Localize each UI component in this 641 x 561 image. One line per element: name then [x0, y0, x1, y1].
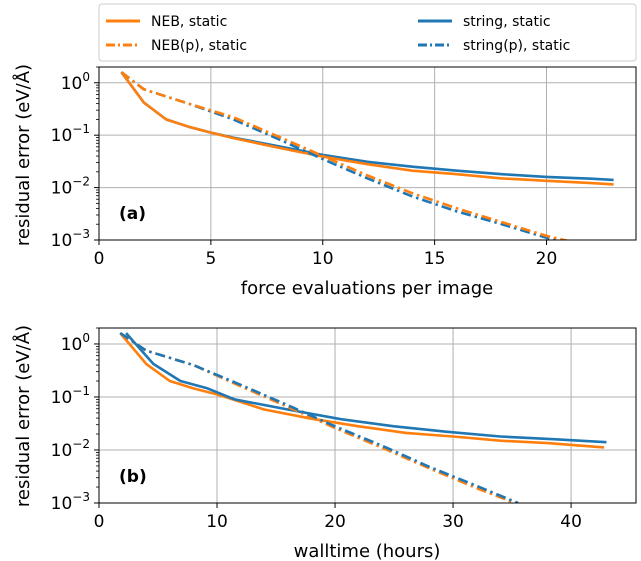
- x-tick-label: 5: [205, 249, 216, 269]
- series-line-neb-static: [119, 332, 605, 449]
- series-line-string-static: [125, 332, 607, 444]
- y-tick-label: 100: [61, 331, 90, 355]
- panel-a-label: (a): [119, 204, 146, 224]
- x-tick-label: 10: [206, 512, 228, 532]
- panel-a-x-axis-label: force evaluations per image: [241, 278, 494, 299]
- x-tick-label: 0: [94, 249, 105, 269]
- panel-b-grid: [98, 328, 636, 504]
- panel-b-series: [119, 332, 607, 503]
- panel-a-y-axis-label: residual error (eV/Å): [12, 64, 34, 246]
- legend: NEB, static NEB(p), static string, stati…: [98, 3, 637, 62]
- series-line-string-p-static: [119, 332, 519, 503]
- panel-a-grid: [98, 67, 636, 241]
- y-tick-label: 10−1: [51, 122, 90, 146]
- legend-label-neb-static: NEB, static: [151, 14, 227, 30]
- panel-b-label: (b): [119, 467, 147, 487]
- x-tick-label: 10: [312, 249, 334, 269]
- panel-a-x-ticks: 0 5 10 15 20: [94, 240, 558, 269]
- legend-label-string-static: string, static: [463, 14, 551, 30]
- legend-entry-neb-p-static: NEB(p), static: [106, 38, 247, 54]
- y-tick-label: 10−2: [51, 437, 90, 461]
- panel-b-x-axis-label: walltime (hours): [294, 541, 441, 561]
- series-line-neb-p-static: [120, 71, 570, 240]
- x-tick-label: 40: [560, 512, 582, 532]
- panel-b-y-axis-label: residual error (eV/Å): [12, 325, 34, 507]
- y-tick-label: 10−2: [51, 175, 90, 199]
- x-tick-label: 30: [442, 512, 464, 532]
- y-tick-label: 10−1: [51, 384, 90, 408]
- legend-entry-string-static: string, static: [418, 14, 551, 30]
- series-line-neb-static: [120, 71, 614, 186]
- panel-b-frame: [98, 327, 637, 504]
- panel-a-y-ticks: 100 10−1 10−2 10−3: [51, 66, 99, 251]
- y-tick-label: 10−3: [51, 227, 90, 251]
- panel-a-series: [120, 71, 614, 240]
- legend-entry-neb-static: NEB, static: [106, 14, 227, 30]
- y-tick-label: 100: [61, 70, 90, 94]
- y-tick-label: 10−3: [51, 490, 90, 514]
- panel-b-y-ticks: 100 10−1 10−2 10−3: [51, 327, 99, 514]
- panel-a-frame: [98, 66, 637, 241]
- panel-a: 0 5 10 15 20 100 10−1 10−2 10−3 (a) force evalu…: [12, 64, 637, 299]
- x-tick-label: 20: [324, 512, 346, 532]
- x-tick-label: 0: [94, 512, 105, 532]
- x-tick-label: 20: [536, 249, 558, 269]
- x-tick-label: 15: [424, 249, 446, 269]
- panel-b: 0 10 20 30 40 100 10−1 10−2 10−3 (b) walltime (…: [12, 325, 637, 561]
- legend-entry-string-p-static: string(p), static: [418, 38, 570, 54]
- panel-b-x-ticks: 0 10 20 30 40: [94, 503, 582, 532]
- legend-label-string-p-static: string(p), static: [463, 38, 570, 54]
- legend-frame: [98, 3, 637, 62]
- legend-label-neb-p-static: NEB(p), static: [151, 38, 247, 54]
